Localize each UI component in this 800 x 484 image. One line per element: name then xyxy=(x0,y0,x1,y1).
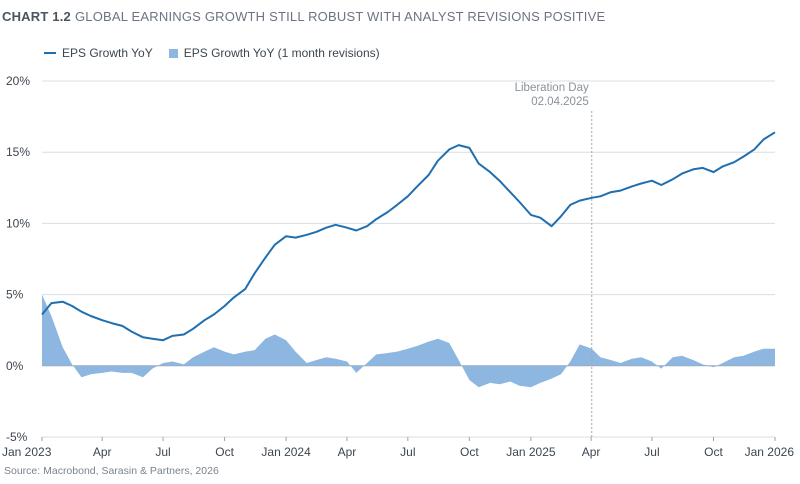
legend-item-line: EPS Growth YoY xyxy=(44,46,153,60)
y-tick-label: -5% xyxy=(6,430,28,444)
legend: EPS Growth YoY EPS Growth YoY (1 month r… xyxy=(44,46,396,60)
x-tick-label: Jul xyxy=(155,445,170,459)
legend-area-label: EPS Growth YoY (1 month revisions) xyxy=(183,46,380,60)
x-tick-label: Jan 2026 xyxy=(745,445,795,459)
legend-item-area: EPS Growth YoY (1 month revisions) xyxy=(168,46,380,60)
chart-number: CHART 1.2 xyxy=(2,9,71,24)
x-tick-label: Jul xyxy=(644,445,659,459)
x-tick-label: Oct xyxy=(215,445,234,459)
source-note: Source: Macrobond, Sarasin & Partners, 2… xyxy=(4,465,219,477)
x-tick-label: Apr xyxy=(582,445,601,459)
legend-area-swatch xyxy=(168,48,178,58)
x-tick-label: Jan 2025 xyxy=(506,445,556,459)
legend-line-label: EPS Growth YoY xyxy=(62,46,153,60)
legend-line-swatch xyxy=(44,52,56,54)
chart-title: CHART 1.2 GLOBAL EARNINGS GROWTH STILL RO… xyxy=(2,9,605,24)
x-tick-label: Jul xyxy=(400,445,415,459)
y-tick-label: 10% xyxy=(6,216,30,230)
x-tick-label: Apr xyxy=(338,445,357,459)
x-tick-label: Oct xyxy=(460,445,479,459)
y-tick-label: 0% xyxy=(6,359,24,373)
x-tick-label: Jan 2023 xyxy=(2,445,52,459)
y-tick-label: 15% xyxy=(6,145,30,159)
x-tick-label: Jan 2024 xyxy=(261,445,311,459)
annotation-label-2: 02.04.2025 xyxy=(531,96,589,108)
y-tick-label: 20% xyxy=(6,74,30,88)
eps-growth-line xyxy=(41,131,776,342)
chart-title-text: GLOBAL EARNINGS GROWTH STILL ROBUST WITH… xyxy=(74,9,606,24)
x-tick-label: Apr xyxy=(93,445,112,459)
x-tick-label: Oct xyxy=(704,445,723,459)
revisions-area xyxy=(42,294,775,388)
annotation-label-1: Liberation Day xyxy=(515,82,589,94)
y-tick-label: 5% xyxy=(6,288,24,302)
